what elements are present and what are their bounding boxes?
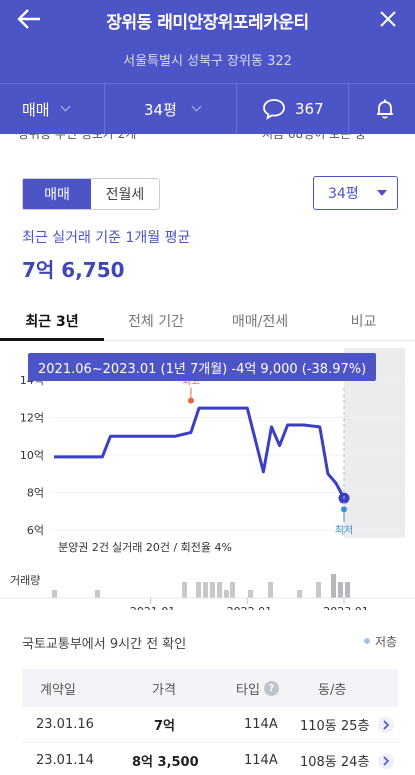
table-row[interactable]: 23.01.14 8억 3,500 114A 108동 24층 <box>22 743 398 775</box>
header-divider <box>0 83 415 84</box>
active-tab-indicator <box>0 338 104 341</box>
filter-divider <box>104 84 105 134</box>
row-date: 23.01.14 <box>36 753 94 768</box>
segment-rent[interactable]: 전월세 <box>105 187 145 203</box>
chevron-down-icon <box>191 101 202 112</box>
chevron-down-icon <box>60 101 71 112</box>
volume-bar <box>224 590 229 598</box>
chevron-right-icon[interactable] <box>378 753 394 769</box>
size-select-value: 34평 <box>328 186 359 202</box>
volume-bar <box>248 590 253 598</box>
row-unit: 110동 25층 <box>300 719 370 734</box>
volume-bar <box>338 582 343 598</box>
table-row[interactable]: 23.01.16 7억 114A 110동 25층 <box>22 707 398 743</box>
volume-bar <box>331 574 336 598</box>
average-price-value: 7억 6,750 <box>22 258 125 282</box>
tab-trade-lease[interactable]: 매매/전세 <box>231 314 289 330</box>
legend-dot-icon <box>364 638 370 644</box>
app-header: 장위동 래미안장위포레카운티 서울특별시 성북구 장위동 322 매매 34평 … <box>0 0 415 135</box>
header-top-bar: 장위동 래미안장위포레카운티 <box>0 0 415 38</box>
table-header: 계약일 가격 타입 ? 동/층 <box>22 669 398 707</box>
volume-bar <box>95 590 100 598</box>
volume-bar <box>345 582 350 598</box>
y-tick-label: 10억 <box>20 449 44 462</box>
average-price-label: 최근 실거래 기준 1개월 평균 <box>22 230 191 246</box>
filter-bar: 매매 34평 367 <box>0 84 415 134</box>
volume-label: 거래량 <box>10 574 40 587</box>
tab-recent-3y[interactable]: 최근 3년 <box>25 314 79 330</box>
row-unit: 108동 24층 <box>300 755 370 770</box>
volume-layer <box>0 574 415 599</box>
row-price: 7억 <box>154 719 176 734</box>
back-arrow-icon[interactable] <box>14 4 46 34</box>
speech-bubble-icon <box>263 99 285 120</box>
volume-bar <box>297 590 302 598</box>
row-type: 114A <box>244 717 278 732</box>
col-type-label: 타입 <box>236 682 260 698</box>
low-label: 최저 <box>335 524 353 536</box>
x-tick-label: 2022.01 <box>227 605 273 610</box>
size-dropdown[interactable]: 34평 <box>144 84 202 134</box>
data-source-text: 국토교통부에서 9시간 전 확인 <box>22 637 187 652</box>
bell-icon <box>377 99 393 119</box>
notification-button[interactable] <box>373 84 397 134</box>
size-label: 34평 <box>144 100 177 119</box>
row-type: 114A <box>244 753 278 768</box>
volume-bar <box>268 582 273 598</box>
tab-compare[interactable]: 비교 <box>350 314 377 330</box>
trade-type-label: 매매 <box>22 100 50 119</box>
filter-divider <box>236 84 237 134</box>
page-title: 장위동 래미안장위포레카운티 <box>106 13 309 33</box>
volume-bar <box>52 590 57 598</box>
price-line <box>54 406 346 499</box>
chevron-right-icon[interactable] <box>378 717 394 733</box>
col-type: 타입 ? <box>236 669 279 707</box>
tab-all-period[interactable]: 전체 기간 <box>128 314 184 330</box>
price-line-layer <box>54 388 350 538</box>
x-tick-label: 2021.01 <box>130 605 176 610</box>
hidden-strip-left-text: 장위동 주민 정보가 2개 <box>18 134 137 141</box>
row-price: 8억 3,500 <box>132 755 199 770</box>
segment-trade[interactable]: 매매 <box>23 179 91 209</box>
chart-summary-text-2: 실거래 20건 / 회전율 4% <box>112 541 232 554</box>
y-tick-label: 6억 <box>27 524 44 537</box>
volume-bar <box>182 582 187 598</box>
volume-bar <box>196 582 201 598</box>
volume-bar <box>217 582 222 598</box>
transaction-table: 계약일 가격 타입 ? 동/층 23.01.16 7억 114A 110동 25… <box>22 669 398 775</box>
row-date: 23.01.16 <box>36 717 94 732</box>
volume-bar <box>316 582 321 598</box>
volume-bar <box>230 582 235 598</box>
scrolled-content-strip: 장위동 주민 정보가 2개 지금 68명이 보는 중 <box>0 134 415 142</box>
trade-segmented-control: 매매 전월세 <box>22 178 160 210</box>
comment-count: 367 <box>295 100 324 118</box>
comments-button[interactable]: 367 <box>262 84 324 134</box>
chart-summary-text: 분양권 2건 <box>58 541 109 554</box>
size-select[interactable]: 34평 <box>313 176 398 210</box>
period-change-badge: 2021.06~2023.01 (1년 7개월) -4억 9,000 (-38.… <box>28 353 377 381</box>
low-marker-dot <box>341 506 347 513</box>
col-unit: 동/층 <box>318 682 347 698</box>
y-tick-label: 8억 <box>27 487 44 500</box>
help-icon[interactable]: ? <box>263 680 279 696</box>
col-date: 계약일 <box>40 682 76 698</box>
volume-bar <box>203 582 208 598</box>
hidden-strip-right-text: 지금 68명이 보는 중 <box>262 134 366 141</box>
trade-type-dropdown[interactable]: 매매 <box>22 84 71 134</box>
close-icon[interactable] <box>373 4 403 34</box>
legend-low-floor: 저층 <box>375 635 398 649</box>
col-price: 가격 <box>152 682 176 698</box>
y-tick-label: 12억 <box>20 412 44 425</box>
period-tabs: 최근 3년 전체 기간 매매/전세 비교 <box>0 299 415 341</box>
caret-down-icon <box>377 190 387 196</box>
high-marker-dot <box>187 397 194 404</box>
address-subtitle: 서울특별시 성북구 장위동 322 <box>123 54 292 69</box>
volume-bar <box>210 582 215 598</box>
filter-divider <box>348 84 349 134</box>
x-tick-label: 2023.01 <box>323 605 369 610</box>
